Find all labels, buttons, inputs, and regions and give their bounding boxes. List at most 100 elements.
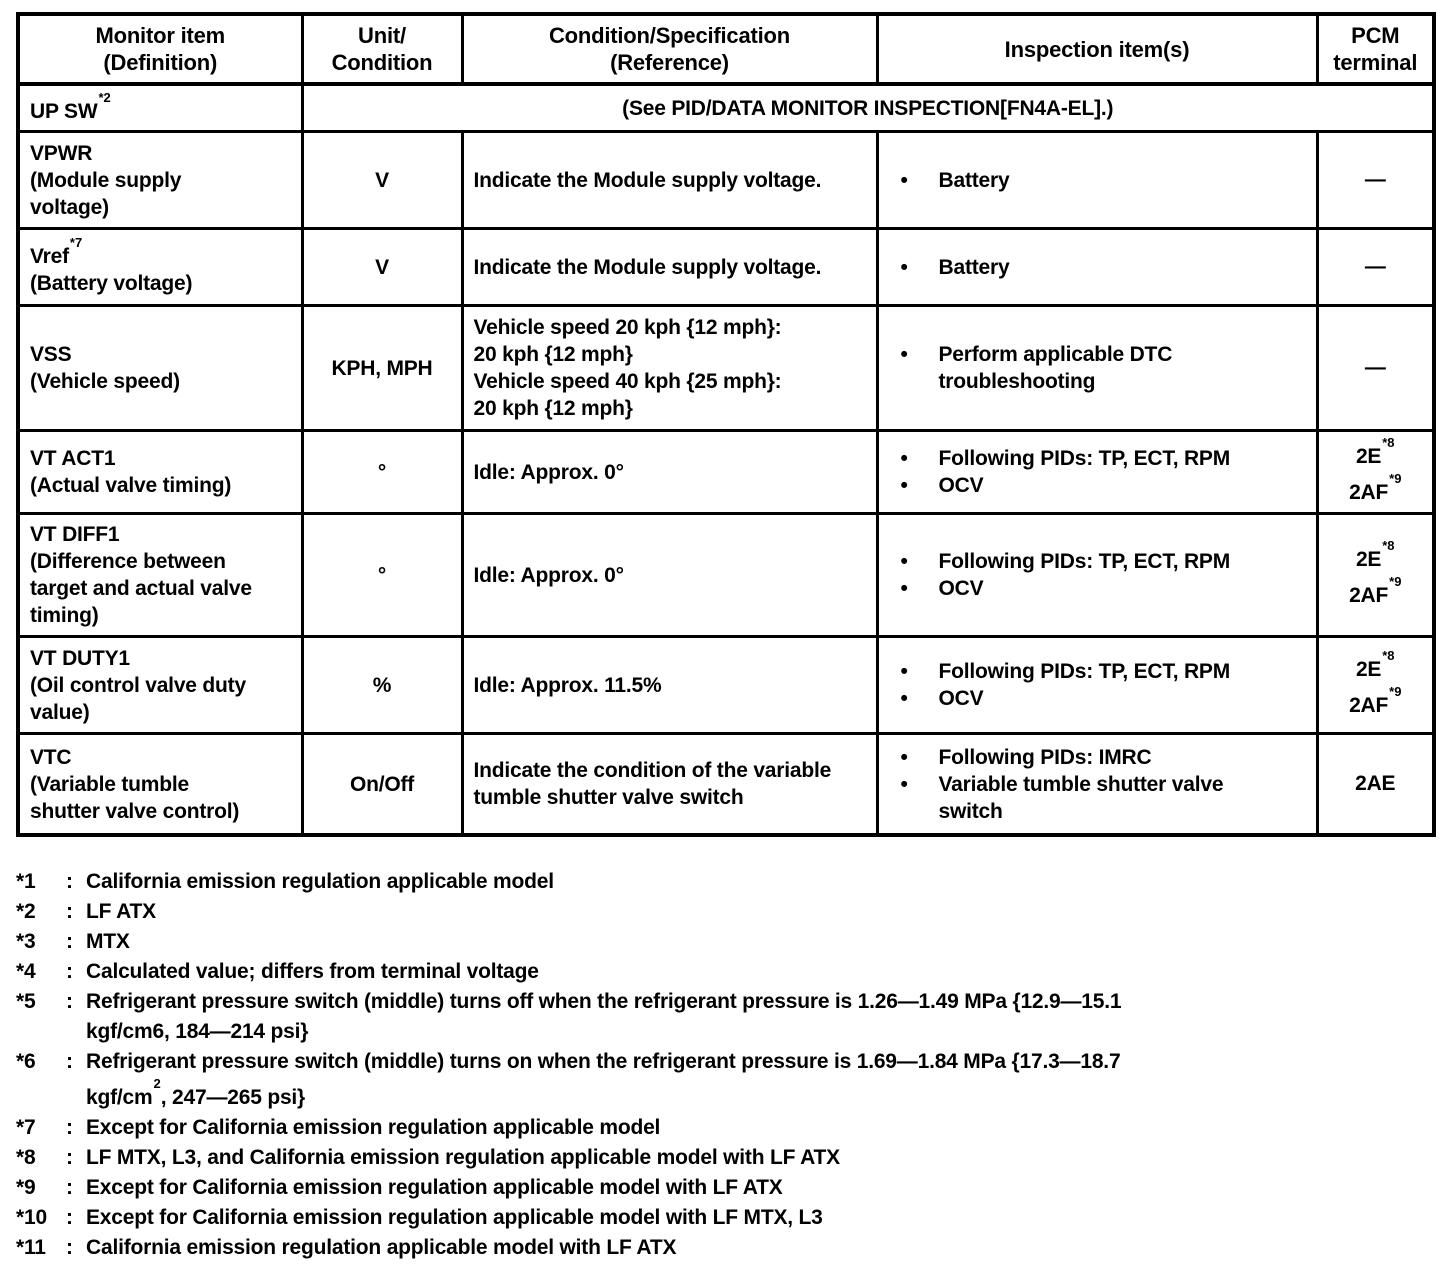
- footnote-ref: *7: [69, 235, 83, 250]
- inspection-item: Following PIDs: TP, ECT, RPM: [897, 658, 1310, 685]
- pcm-terminal-line: 2E*8: [1327, 435, 1425, 472]
- pid-data-monitor-table: Monitor item (Definition) Unit/ Conditio…: [16, 12, 1436, 837]
- footnote-11: *11: California emission regulation appli…: [16, 1233, 1442, 1263]
- footnotes: *1: California emission regulation applic…: [16, 867, 1442, 1263]
- table-row-vpwr: VPWR (Module supply voltage) V Indicate …: [16, 130, 1436, 230]
- cell-inspection-items: Following PIDs: TP, ECT, RPM OCV: [875, 635, 1319, 735]
- footnote-colon: :: [66, 990, 73, 1013]
- monitor-definition: (Module supply voltage): [30, 168, 182, 219]
- monitor-name: Vref: [30, 245, 69, 268]
- inspection-item: Perform applicable DTC troubleshooting: [897, 341, 1310, 395]
- pcm-terminal-value: 2E: [1355, 548, 1382, 571]
- footnote-marker: *8: [16, 1146, 36, 1169]
- footnote-ref: *9: [1389, 684, 1402, 699]
- cell-monitor-item: VTC (Variable tumble shutter valve contr…: [16, 732, 304, 837]
- cell-pcm-terminal: —: [1315, 304, 1436, 432]
- footnote-colon: :: [66, 930, 73, 953]
- footnote-marker: *11: [16, 1236, 46, 1259]
- cell-unit: V: [300, 130, 464, 230]
- footnote-marker: *7: [16, 1116, 36, 1139]
- inspection-item-text: OCV: [938, 474, 984, 497]
- monitor-name: VTC: [30, 745, 72, 769]
- cell-inspection-items: Following PIDs: TP, ECT, RPM OCV: [875, 429, 1319, 515]
- inspection-item: OCV: [897, 685, 1310, 712]
- header-monitor-item: Monitor item (Definition): [16, 12, 304, 86]
- cell-monitor-item: VT DUTY1 (Oil control valve duty value): [16, 635, 304, 735]
- footnote-text: LF ATX: [86, 900, 156, 923]
- cell-monitor-item: VSS (Vehicle speed): [16, 304, 304, 432]
- footnote-ref: *2: [98, 89, 111, 105]
- footnote-10: *10: Except for California emission regul…: [16, 1203, 1442, 1233]
- footnote-text: Refrigerant pressure switch (middle) tur…: [86, 990, 1122, 1043]
- cell-inspection-items: Following PIDs: IMRC Variable tumble shu…: [875, 732, 1319, 837]
- inspection-item-text: OCV: [938, 577, 984, 600]
- monitor-definition: (Difference between target and actual va…: [30, 550, 252, 627]
- header-condition-specification: Condition/Specification (Reference): [460, 12, 879, 86]
- footnote-marker: *2: [16, 900, 36, 923]
- footnote-marker: *4: [16, 960, 36, 983]
- header-inspection-items: Inspection item(s): [875, 12, 1319, 86]
- footnote-text: California emission regulation applicabl…: [86, 1236, 677, 1259]
- inspection-item-text: Battery: [938, 168, 1010, 192]
- superscript-2: 2: [153, 1076, 161, 1091]
- cell-unit: °: [300, 512, 464, 638]
- cell-monitor-item: VPWR (Module supply voltage): [16, 130, 304, 230]
- inspection-item-text: Battery: [938, 255, 1010, 279]
- pcm-terminal-line: 2AF*9: [1327, 684, 1425, 721]
- footnote-text: Except for California emission regulatio…: [86, 1116, 661, 1139]
- cell-pcm-terminal: 2E*8 2AF*9: [1315, 635, 1436, 735]
- footnote-colon: :: [66, 960, 73, 983]
- footnote-marker: *9: [16, 1176, 36, 1199]
- cell-monitor-item: Vref*7 (Battery voltage): [16, 227, 304, 307]
- inspection-item-text: Following PIDs: IMRC: [938, 745, 1152, 769]
- cell-monitor-item: VT ACT1 (Actual valve timing): [16, 429, 304, 515]
- cell-condition: Idle: Approx. 0°: [460, 512, 879, 638]
- monitor-name: VPWR: [30, 141, 93, 165]
- inspection-item: Following PIDs: IMRC: [897, 744, 1310, 771]
- table-row-vt-diff1: VT DIFF1 (Difference between target and …: [16, 512, 1436, 638]
- header-unit-condition: Unit/ Condition: [300, 12, 464, 86]
- table-row-up-sw: UP SW*2 (See PID/DATA MONITOR INSPECTION…: [16, 82, 1436, 133]
- table-row-vt-act1: VT ACT1 (Actual valve timing) ° Idle: Ap…: [16, 429, 1436, 515]
- footnote-colon: :: [66, 900, 73, 923]
- footnote-text: Except for California emission regulatio…: [86, 1176, 783, 1199]
- footnote-ref: *8: [1382, 648, 1395, 663]
- footnote-ref: *9: [1389, 574, 1402, 589]
- pcm-terminal-value: 2E: [1355, 658, 1382, 681]
- footnote-text-part: Refrigerant pressure switch (middle) tur…: [86, 1050, 1121, 1109]
- cell-condition: Vehicle speed 20 kph {12 mph}: 20 kph {1…: [460, 304, 879, 432]
- inspection-item-text: Following PIDs: TP, ECT, RPM: [938, 550, 1231, 573]
- footnote-text: California emission regulation applicabl…: [86, 870, 554, 893]
- monitor-name: VT DUTY1: [30, 646, 130, 670]
- inspection-item-text: Variable tumble shutter valve switch: [938, 772, 1224, 823]
- cell-condition: Indicate the Module supply voltage.: [460, 130, 879, 230]
- footnote-colon: :: [66, 1176, 73, 1199]
- footnote-marker: *3: [16, 930, 36, 953]
- cell-pcm-terminal: 2AE: [1315, 732, 1436, 837]
- monitor-definition: (Battery voltage): [30, 272, 193, 295]
- footnote-7: *7: Except for California emission regula…: [16, 1113, 1442, 1143]
- table-row-vt-duty1: VT DUTY1 (Oil control valve duty value) …: [16, 635, 1436, 735]
- footnote-colon: :: [66, 1236, 73, 1259]
- footnote-5: *5: Refrigerant pressure switch (middle) …: [16, 987, 1442, 1047]
- inspection-item-text: Following PIDs: TP, ECT, RPM: [938, 447, 1231, 470]
- footnote-ref: *8: [1382, 435, 1395, 450]
- cell-pcm-terminal: 2E*8 2AF*9: [1315, 429, 1436, 515]
- cell-inspection-items: Battery: [875, 227, 1319, 307]
- pcm-terminal-value: 2AF: [1349, 481, 1389, 504]
- pcm-terminal-value: 2E: [1355, 445, 1382, 468]
- cell-inspection-items: Perform applicable DTC troubleshooting: [875, 304, 1319, 432]
- inspection-item: Battery: [897, 254, 1310, 281]
- pcm-terminal-line: 2AF*9: [1327, 471, 1425, 508]
- monitor-name: VT ACT1: [30, 447, 116, 470]
- cell-inspection-items: Battery: [875, 130, 1319, 230]
- cell-unit: On/Off: [300, 732, 464, 837]
- cell-pcm-terminal: 2E*8 2AF*9: [1315, 512, 1436, 638]
- cell-see-reference: (See PID/DATA MONITOR INSPECTION[FN4A-EL…: [300, 82, 1436, 133]
- monitor-name: VT DIFF1: [30, 523, 120, 546]
- inspection-item: Variable tumble shutter valve switch: [897, 771, 1310, 825]
- inspection-item: OCV: [897, 575, 1310, 602]
- cell-inspection-items: Following PIDs: TP, ECT, RPM OCV: [875, 512, 1319, 638]
- pcm-terminal-line: 2E*8: [1327, 648, 1425, 685]
